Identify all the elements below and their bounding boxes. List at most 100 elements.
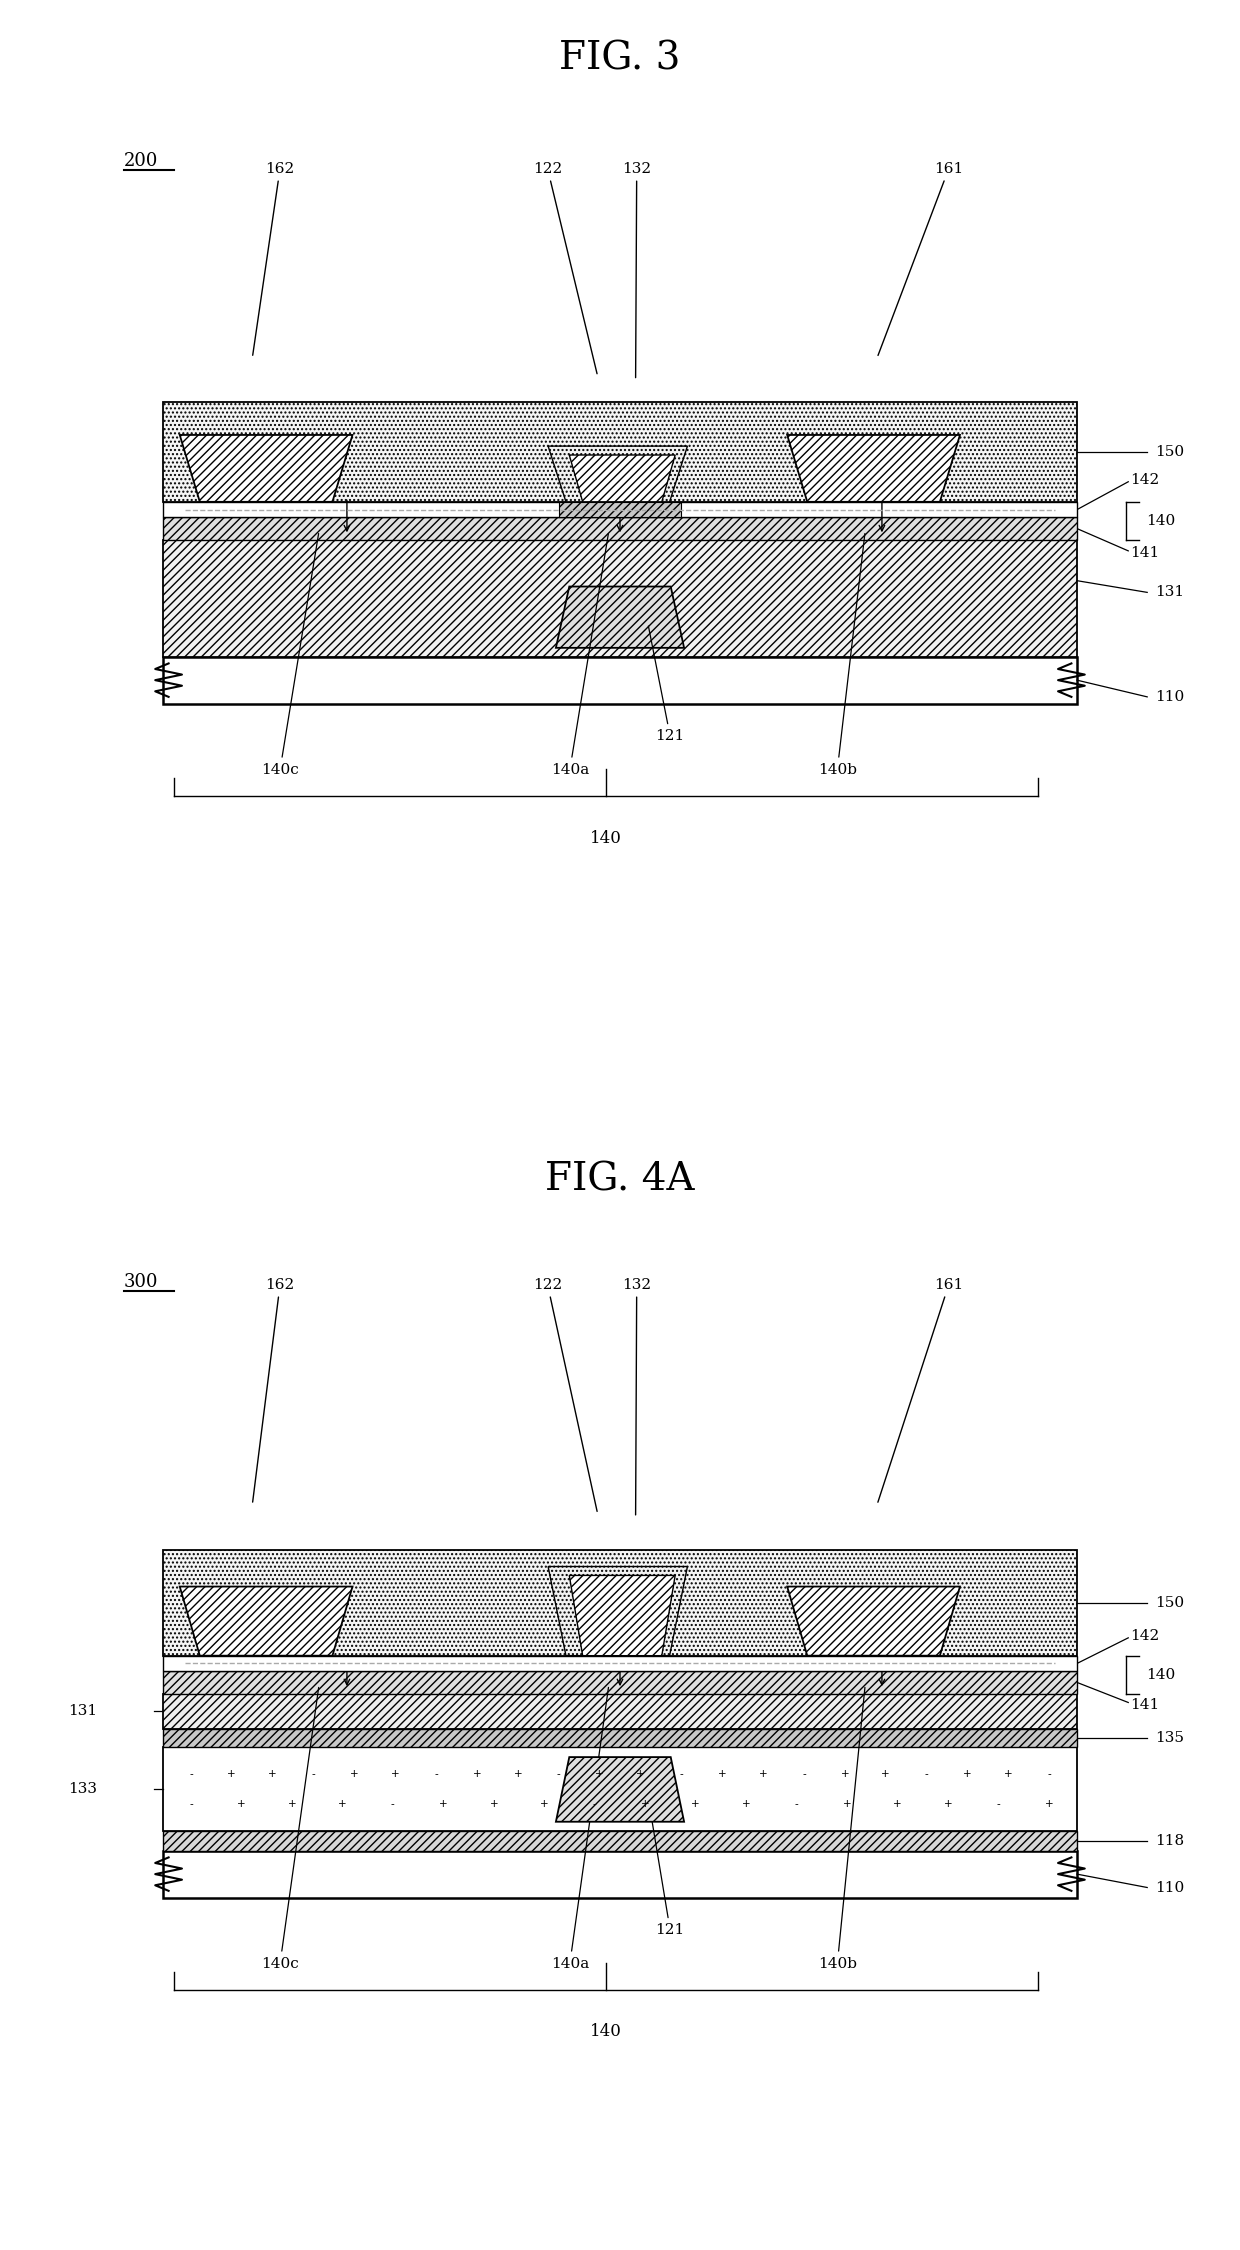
Bar (162, 400, 1078, 502)
Text: 140b: 140b (818, 1688, 866, 1971)
Text: 122: 122 (533, 162, 596, 374)
Text: -: - (311, 1768, 315, 1780)
Text: -: - (925, 1768, 929, 1780)
Text: +: + (636, 1768, 645, 1780)
Text: +: + (742, 1800, 750, 1809)
Polygon shape (787, 434, 960, 502)
Text: -: - (188, 1800, 192, 1809)
Bar (162, 1730, 1078, 1746)
Text: -: - (680, 1768, 683, 1780)
Text: +: + (268, 1768, 277, 1780)
Bar (162, 518, 1078, 540)
Text: +: + (843, 1800, 852, 1809)
Text: 122: 122 (533, 1278, 598, 1512)
Text: 141: 141 (1131, 547, 1159, 560)
Text: 140: 140 (590, 830, 622, 846)
Text: 133: 133 (68, 1782, 97, 1796)
Text: 141: 141 (1131, 1699, 1159, 1712)
Polygon shape (569, 1575, 675, 1656)
Text: 150: 150 (1154, 1595, 1184, 1609)
Bar (162, 657, 1078, 704)
Polygon shape (556, 1757, 684, 1822)
Text: 110: 110 (1154, 1881, 1184, 1894)
Polygon shape (569, 455, 675, 502)
Text: FIG. 3: FIG. 3 (559, 40, 681, 76)
Text: +: + (350, 1768, 358, 1780)
Text: 118: 118 (1154, 1834, 1184, 1847)
Text: 140a: 140a (551, 533, 609, 776)
Bar (162, 1746, 1078, 1831)
Text: -: - (557, 1768, 560, 1780)
Polygon shape (180, 1586, 352, 1656)
Text: +: + (513, 1768, 522, 1780)
Bar (162, 502, 1078, 518)
Text: +: + (237, 1800, 246, 1809)
Text: -: - (593, 1800, 596, 1809)
Text: 140: 140 (1146, 513, 1176, 529)
Text: -: - (795, 1800, 799, 1809)
Text: 140c: 140c (262, 1688, 319, 1971)
Text: +: + (391, 1768, 399, 1780)
Text: +: + (1045, 1800, 1054, 1809)
Text: 142: 142 (1131, 1629, 1159, 1642)
Text: +: + (893, 1800, 901, 1809)
Text: -: - (1048, 1768, 1052, 1780)
Text: 121: 121 (649, 1798, 684, 1937)
Text: +: + (595, 1768, 604, 1780)
Text: 200: 200 (124, 151, 159, 169)
Text: -: - (391, 1800, 394, 1809)
Bar (162, 1550, 1078, 1656)
Polygon shape (548, 1566, 687, 1656)
Text: -: - (997, 1800, 1001, 1809)
Text: 121: 121 (649, 626, 684, 742)
Text: +: + (759, 1768, 768, 1780)
Text: -: - (802, 1768, 806, 1780)
Text: 140c: 140c (262, 533, 319, 776)
Text: 140b: 140b (818, 533, 864, 776)
Text: +: + (288, 1800, 296, 1809)
Polygon shape (556, 587, 684, 648)
Text: +: + (841, 1768, 849, 1780)
Polygon shape (548, 446, 687, 502)
Text: +: + (439, 1800, 448, 1809)
Text: 162: 162 (253, 162, 295, 356)
Text: 132: 132 (622, 1278, 651, 1514)
Bar (162, 1831, 1078, 1852)
Text: 300: 300 (124, 1273, 159, 1291)
Text: 162: 162 (253, 1278, 295, 1503)
Text: +: + (472, 1768, 481, 1780)
Text: +: + (490, 1800, 498, 1809)
Text: +: + (882, 1768, 890, 1780)
Text: +: + (227, 1768, 236, 1780)
Bar (162, 1656, 1078, 1672)
Bar (162, 1694, 1078, 1730)
Bar (162, 1852, 1078, 1897)
Text: -: - (434, 1768, 438, 1780)
Polygon shape (180, 434, 352, 502)
Text: 132: 132 (622, 162, 651, 378)
Text: 161: 161 (878, 1278, 963, 1503)
Text: 150: 150 (1154, 446, 1184, 459)
Text: +: + (718, 1768, 727, 1780)
Text: 140: 140 (1146, 1667, 1176, 1681)
Text: +: + (539, 1800, 548, 1809)
Bar (559, 502, 681, 518)
Text: 110: 110 (1154, 691, 1184, 704)
Text: +: + (1004, 1768, 1013, 1780)
Text: +: + (963, 1768, 972, 1780)
Text: +: + (339, 1800, 347, 1809)
Bar (162, 1672, 1078, 1694)
Text: FIG. 4A: FIG. 4A (546, 1161, 694, 1199)
Text: +: + (692, 1800, 701, 1809)
Text: 131: 131 (1154, 585, 1184, 598)
Text: 140a: 140a (551, 1688, 609, 1971)
Bar (162, 540, 1078, 657)
Polygon shape (787, 1586, 960, 1656)
Text: 135: 135 (1154, 1730, 1184, 1746)
Text: -: - (188, 1768, 192, 1780)
Text: 140: 140 (590, 2023, 622, 2041)
Text: 131: 131 (68, 1706, 98, 1719)
Text: 161: 161 (878, 162, 963, 356)
Text: +: + (944, 1800, 952, 1809)
Text: +: + (641, 1800, 650, 1809)
